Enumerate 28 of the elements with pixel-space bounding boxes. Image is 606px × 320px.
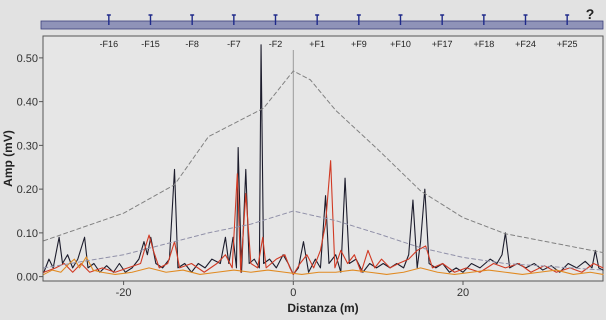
annotation: -F8 [185,39,199,49]
y-axis-title: Amp (mV) [1,130,15,187]
annotation: +F18 [473,39,494,49]
x-tick-label: 20 [456,287,470,299]
x-tick-label: -20 [116,287,132,299]
annotation: +F9 [350,39,367,49]
x-tick-label: 0 [290,287,296,299]
y-tick-label: 0.50 [16,52,38,65]
annotation: +F1 [309,39,326,49]
annotation: +F24 [515,39,536,49]
annotation: +F17 [432,39,453,49]
annotation: +F25 [556,39,578,49]
annotation: -F16 [100,39,118,49]
line-series [43,256,604,275]
line-series [43,160,604,275]
annotation: -F2 [268,39,282,49]
y-tick-label: 0.10 [16,228,38,240]
line-series [43,70,604,254]
y-tick-label: 0.30 [16,140,38,152]
line-series [43,210,604,271]
annotation: +F10 [390,39,411,49]
annotation: -F7 [227,39,241,49]
x-axis-title: Distanza (m) [287,301,359,315]
annotation: -F15 [141,39,160,49]
y-tick-label: 0.20 [16,184,38,196]
y-tick-label: 0.00 [16,272,38,284]
text: ? [586,6,594,22]
y-tick-label: 0.40 [16,96,38,109]
